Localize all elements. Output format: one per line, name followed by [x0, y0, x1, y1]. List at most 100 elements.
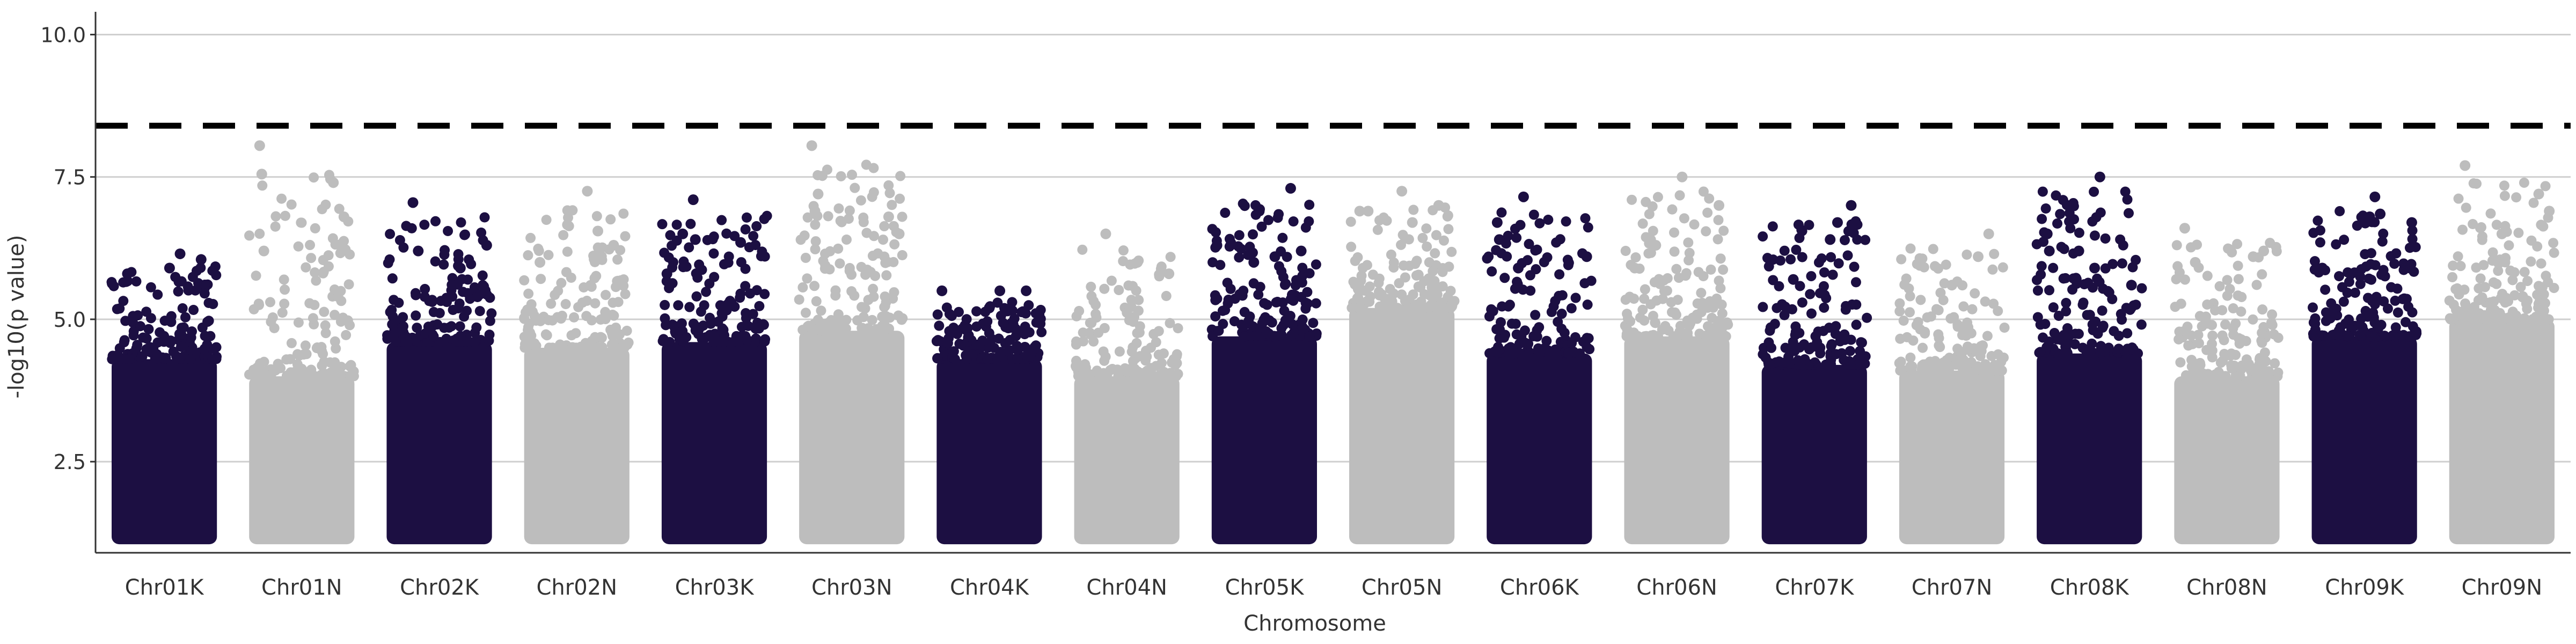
data-point — [2234, 333, 2244, 343]
data-point — [143, 343, 153, 354]
data-point — [2507, 275, 2518, 286]
peak-point — [1491, 217, 1503, 228]
data-point — [174, 353, 185, 364]
data-point — [880, 291, 890, 302]
data-point — [2362, 292, 2373, 303]
data-point — [1999, 322, 2010, 333]
data-point — [185, 354, 196, 364]
data-point — [477, 270, 488, 281]
axis-layer — [94, 12, 2571, 554]
data-point — [311, 275, 321, 286]
data-point — [1856, 337, 1867, 348]
data-point — [2487, 247, 2498, 258]
data-point — [327, 233, 338, 244]
data-point — [1797, 225, 1807, 236]
data-point — [2267, 320, 2278, 331]
dense-points — [524, 348, 630, 545]
data-point — [623, 337, 634, 348]
data-point — [2097, 305, 2107, 316]
data-point — [664, 336, 675, 347]
data-point — [330, 310, 340, 320]
data-point — [1532, 325, 1542, 335]
data-point — [800, 308, 811, 318]
chromosome-Chr03K — [657, 194, 772, 545]
data-point — [1826, 341, 1836, 352]
data-point — [2103, 286, 2113, 296]
data-point — [2485, 297, 2496, 308]
data-point — [2094, 276, 2105, 287]
data-point — [1444, 261, 1454, 272]
data-point — [2350, 288, 2360, 298]
data-point — [1667, 204, 1678, 215]
peak-point — [254, 140, 265, 151]
data-point — [330, 357, 340, 368]
peak-point — [1354, 206, 1365, 217]
data-point — [2370, 260, 2381, 270]
data-point — [971, 321, 982, 332]
data-point — [270, 211, 281, 222]
data-point — [1098, 346, 1109, 357]
data-point — [462, 305, 472, 316]
data-point — [279, 274, 289, 285]
peak-point — [806, 140, 817, 151]
data-point — [2517, 292, 2528, 303]
data-point — [2089, 186, 2099, 197]
data-point — [523, 340, 534, 350]
data-point — [1302, 298, 1313, 309]
data-point — [1935, 342, 1945, 353]
data-point — [1274, 209, 1284, 219]
data-point — [1758, 302, 1768, 312]
data-point — [1652, 192, 1663, 202]
data-point — [1669, 246, 1680, 257]
data-point — [2548, 238, 2559, 248]
data-point — [579, 282, 589, 293]
data-point — [309, 172, 319, 183]
data-point — [280, 284, 290, 295]
data-point — [1804, 344, 1814, 355]
peak-point — [338, 211, 349, 222]
data-point — [1895, 333, 1906, 344]
data-point — [2407, 321, 2418, 332]
data-point — [1620, 245, 1631, 256]
data-point — [1277, 232, 1288, 243]
data-point — [2532, 241, 2543, 252]
data-point — [2515, 282, 2526, 292]
data-point — [2268, 329, 2279, 340]
peak-point — [455, 262, 466, 274]
data-point — [1165, 252, 1176, 262]
data-point — [1682, 319, 1693, 330]
data-point — [524, 318, 535, 329]
data-point — [2185, 242, 2196, 253]
data-point — [1088, 336, 1099, 347]
data-point — [265, 297, 275, 308]
peak-point — [2375, 208, 2386, 219]
data-point — [2058, 273, 2069, 284]
data-point — [2136, 319, 2147, 330]
data-point — [419, 291, 430, 302]
data-point — [2519, 177, 2529, 188]
data-point — [466, 259, 477, 269]
data-point — [387, 273, 398, 284]
data-point — [684, 242, 694, 253]
data-point — [463, 274, 473, 285]
data-point — [1297, 314, 1308, 325]
x-tick-label: Chr07N — [1912, 575, 1993, 600]
data-point — [2331, 239, 2341, 250]
peak-point — [1629, 262, 1641, 274]
data-point — [1944, 363, 1955, 374]
data-point — [2179, 274, 2190, 285]
data-point — [884, 188, 895, 199]
data-point — [1849, 261, 1860, 272]
data-point — [1696, 288, 1707, 298]
data-point — [1114, 284, 1124, 295]
data-point — [1830, 328, 1841, 339]
points-layer — [106, 140, 2559, 545]
x-tick-label: Chr04N — [1086, 575, 1167, 600]
data-point — [699, 300, 709, 311]
chromosome-Chr06N — [1620, 171, 1733, 545]
data-point — [2315, 225, 2325, 236]
peak-point — [1100, 228, 1111, 239]
data-point — [1561, 216, 1571, 227]
data-point — [1550, 348, 1561, 359]
data-point — [719, 336, 729, 347]
